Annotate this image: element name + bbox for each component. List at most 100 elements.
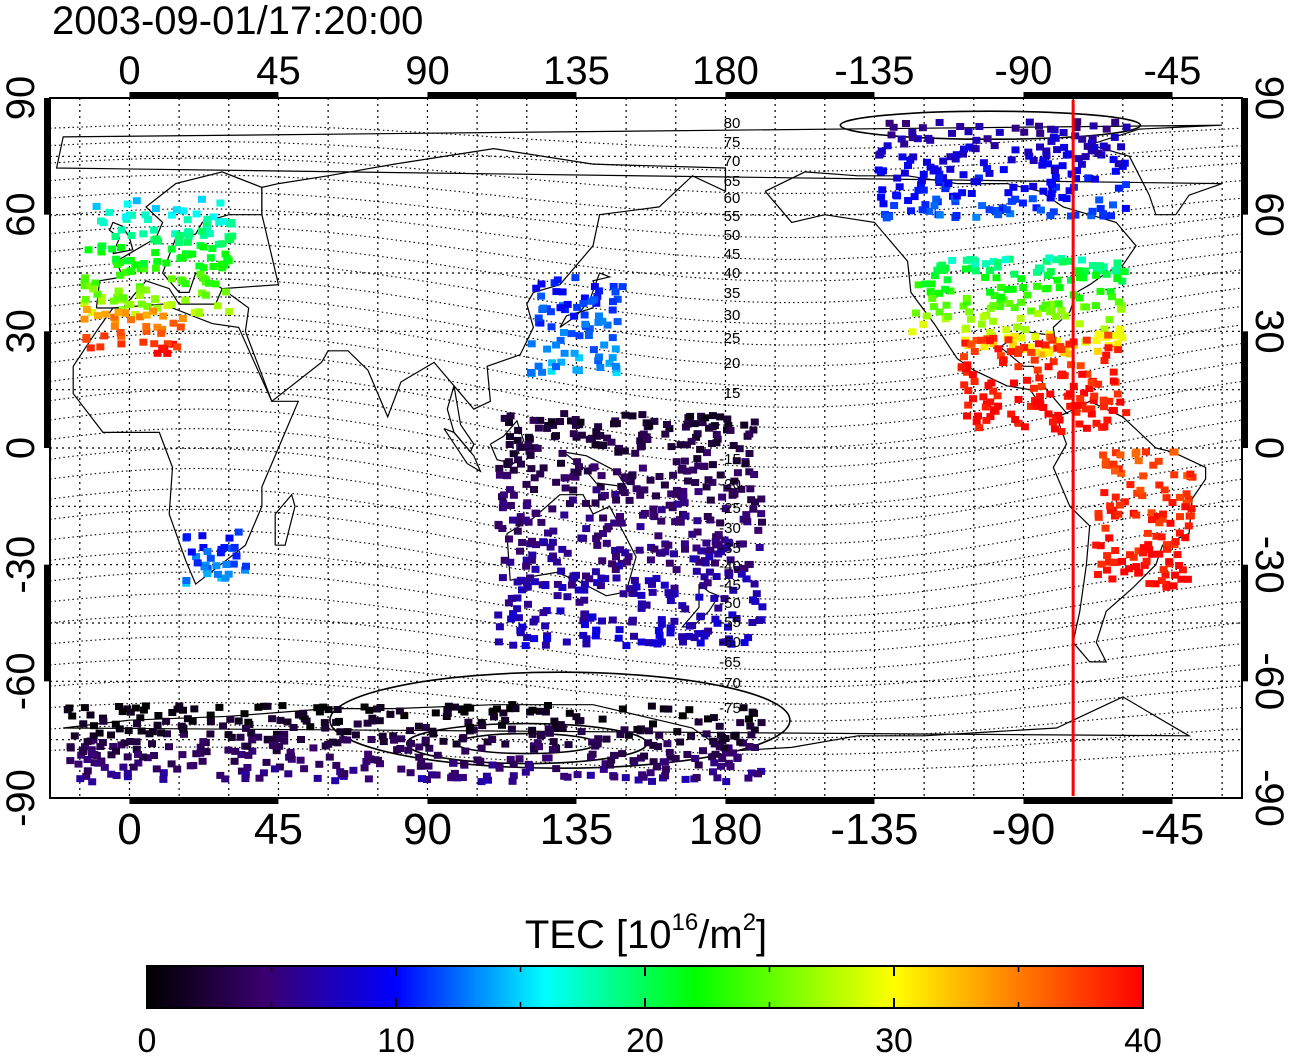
tec-cell [732,615,741,622]
tec-cell [983,135,992,143]
tec-data-cells [63,118,1197,786]
tec-cell [996,352,1005,360]
contour-label: 65 [724,173,741,190]
tec-cell [300,765,309,773]
tec-cell [1094,571,1102,578]
tec-cell [984,381,993,389]
right-lat-tick-label: -90 [1247,769,1291,827]
contour-label: 20 [724,355,741,372]
tec-cell [1038,350,1047,358]
tec-cell [206,718,215,726]
tec-cell [226,715,235,723]
tec-cell [199,264,208,272]
tec-cell [715,743,724,751]
tec-cell [449,759,458,767]
contour-label: 35 [724,285,741,302]
tec-cell [1170,448,1179,456]
contour-label: -60 [719,634,741,651]
tec-cell [464,718,473,726]
tec-cell [324,740,333,748]
tec-cell [1072,175,1080,183]
tec-cell [646,476,655,484]
tec-cell [618,705,627,713]
tec-cell [1100,325,1109,333]
tec-cell [1067,276,1075,284]
tec-cell [573,303,582,311]
tec-cell [66,757,75,765]
bottom-lon-tick-label: -90 [992,805,1056,854]
magnetic-contour [50,702,1242,739]
tec-cell [1049,358,1058,366]
tec-cell [1113,390,1122,398]
tec-cell [136,714,145,722]
tec-cell [608,306,617,314]
tec-cell [216,549,225,557]
tec-cell [134,750,142,758]
tec-cell [663,421,671,428]
tec-cell [181,280,190,288]
tec-cell [190,309,199,316]
tec-cell [1051,134,1060,142]
tec-cell [1077,160,1086,168]
magnetic-contour [50,467,1242,545]
tec-cell [682,467,691,475]
tec-cell [1041,341,1050,349]
tec-cell [539,609,548,617]
tec-cell [183,533,191,541]
tec-cell [918,124,927,132]
tec-cell [1155,550,1164,558]
tec-cell [563,300,572,308]
tec-cell [119,294,127,302]
tec-cell [618,487,627,495]
tec-cell [1029,182,1038,190]
tec-cell [575,463,583,471]
tec-cell [610,519,619,527]
tec-cell [910,193,919,201]
tec-cell [270,765,279,773]
tec-cell [124,727,133,735]
tec-cell [120,739,129,747]
tec-cell [215,218,224,226]
tec-cell [640,486,649,494]
tec-cell [1122,181,1130,189]
tec-cell [1103,416,1112,424]
tec-cell [1020,185,1029,193]
tec-cell [708,440,716,447]
tec-cell [216,199,225,207]
tec-cell [79,748,88,755]
tec-cell [133,720,141,728]
tec-cell [711,559,719,567]
tec-cell [639,511,647,519]
tec-cell [544,754,553,762]
tec-cell [186,762,195,770]
tec-cell [593,532,602,540]
tec-cell [997,283,1006,291]
tec-cell [705,568,714,576]
tec-cell [624,553,633,561]
tec-cell [123,200,132,208]
tec-cell [628,412,637,420]
tec-cell [1116,398,1125,406]
tec-cell [724,623,732,631]
tec-cell [1175,529,1184,537]
tec-cell [689,555,698,563]
tec-cell [909,153,918,161]
tec-cell [973,178,982,186]
tec-cell [306,723,315,731]
tec-cell [673,728,682,736]
tec-cell [1140,561,1149,569]
tec-cell [1080,389,1089,397]
tec-cell [493,705,501,713]
tec-cell [325,753,334,761]
tec-cell [139,338,148,346]
tec-cell [1184,495,1193,503]
tec-cell [219,722,227,730]
tec-cell [211,280,220,288]
frame-bar-right [1242,564,1248,682]
tec-cell [110,313,119,321]
tec-cell [1004,189,1013,197]
tec-cell [173,343,182,351]
tec-cell [661,430,670,438]
colorbar-tick-label: 40 [1124,1022,1162,1057]
tec-cell [713,619,722,627]
